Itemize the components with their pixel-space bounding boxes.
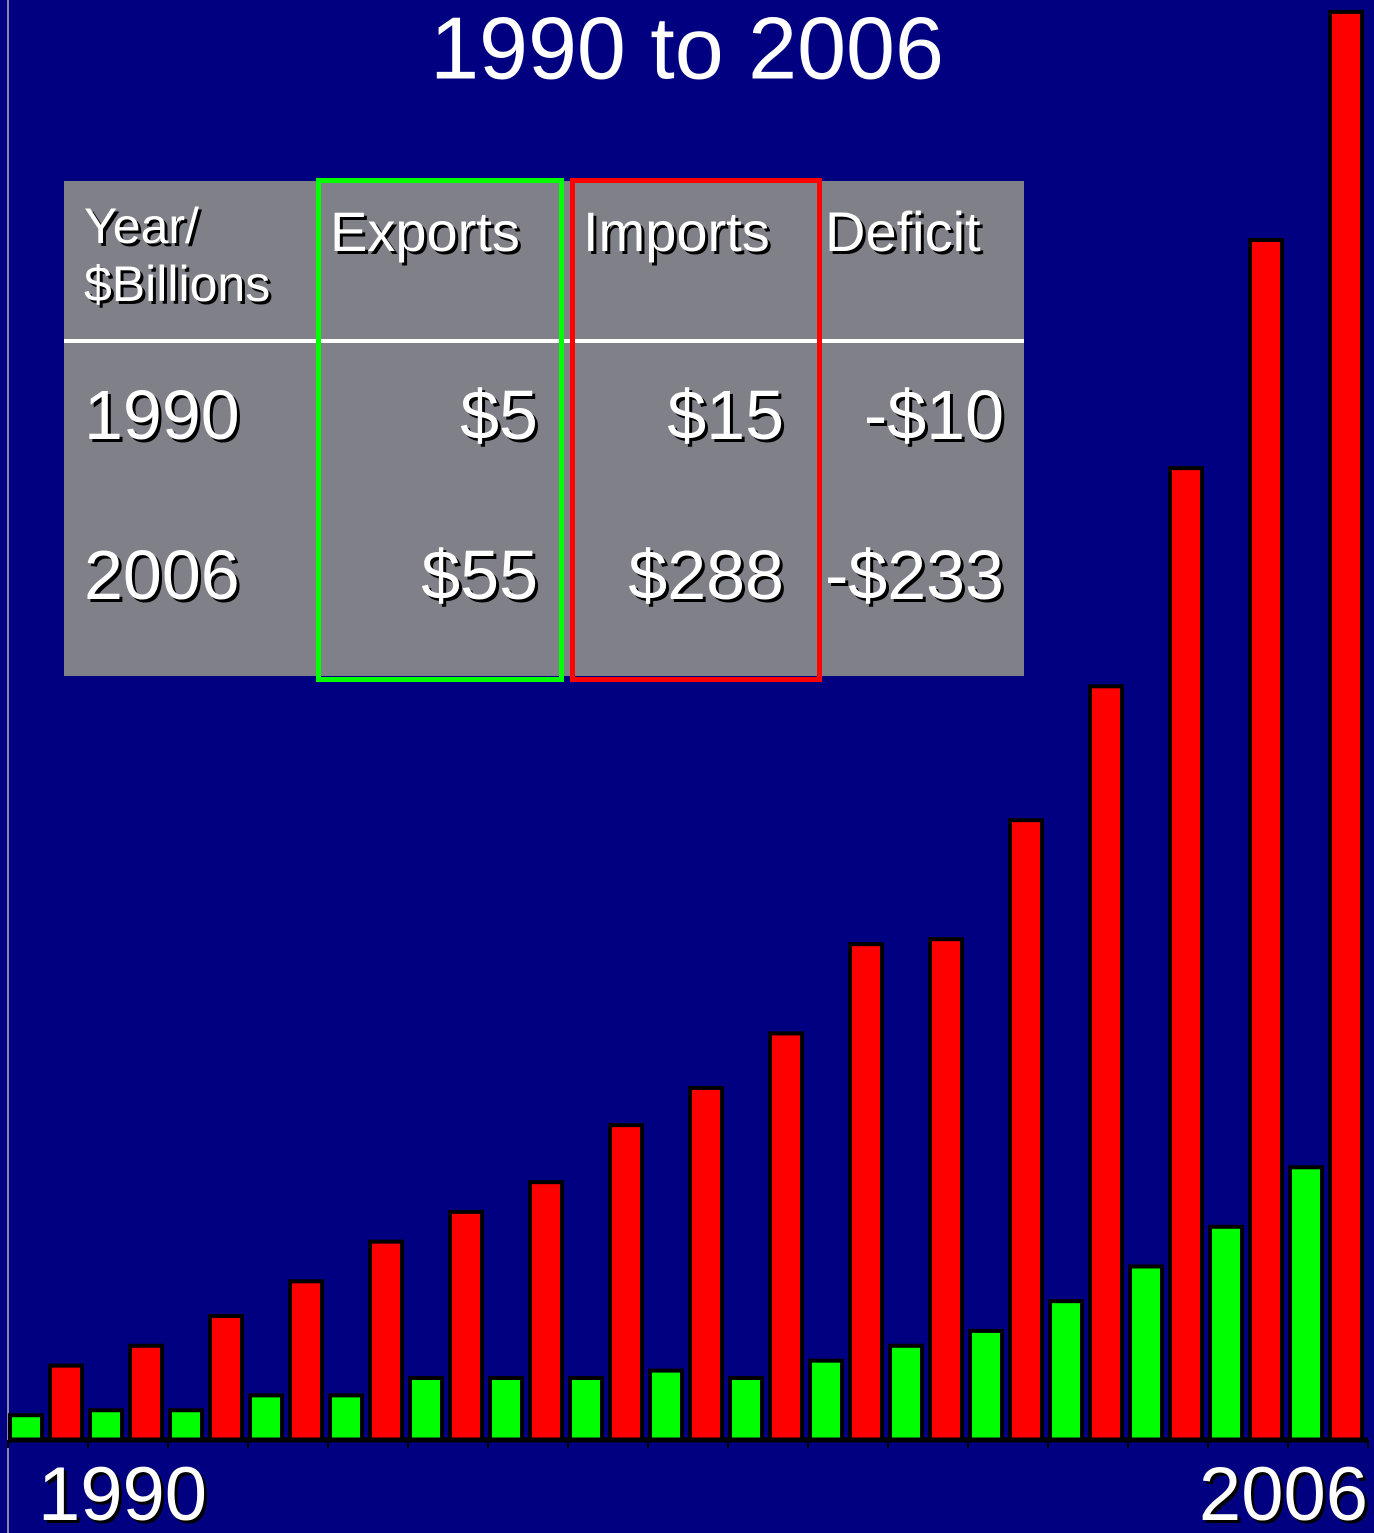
- bar: [808, 1358, 844, 1443]
- table-cell: $55: [421, 536, 538, 614]
- table-cell: $5: [460, 376, 538, 454]
- header-cell: Year/ $Billions: [84, 198, 271, 312]
- bar: [568, 1376, 604, 1442]
- bar: [88, 1408, 124, 1443]
- imports-box: [570, 178, 822, 682]
- bar: [368, 1239, 404, 1442]
- header-rule: [64, 339, 1024, 343]
- bar: [8, 1413, 44, 1443]
- bar: [608, 1123, 644, 1442]
- exports-box: [316, 178, 564, 682]
- bar: [688, 1085, 724, 1443]
- bar: [528, 1180, 564, 1442]
- bar: [928, 937, 964, 1442]
- bar: [848, 942, 884, 1442]
- header-cell: Exports: [330, 200, 520, 263]
- table-cell: -$233: [824, 536, 1004, 614]
- bar: [128, 1343, 164, 1443]
- bar: [1328, 9, 1364, 1443]
- table-cell: 1990: [84, 376, 240, 454]
- bar: [328, 1393, 364, 1443]
- table-bg: [64, 181, 1024, 676]
- bar: [1128, 1264, 1164, 1442]
- bar: [1168, 466, 1204, 1442]
- bar: [648, 1368, 684, 1443]
- bar: [248, 1393, 284, 1443]
- bar: [1288, 1165, 1324, 1443]
- bar: [208, 1314, 244, 1442]
- table-cell: -$10: [863, 376, 1004, 454]
- bar: [488, 1376, 524, 1442]
- table-cell: 2006: [84, 536, 240, 614]
- bar: [968, 1328, 1004, 1443]
- bar: [288, 1279, 324, 1442]
- bar: [1088, 684, 1124, 1442]
- chart-title: 1990 to 2006: [430, 0, 944, 97]
- bar: [728, 1376, 764, 1442]
- bar: [768, 1031, 804, 1442]
- bar: [48, 1363, 84, 1443]
- x-tick-label: 2006: [1199, 1452, 1368, 1533]
- bar: [888, 1343, 924, 1443]
- bar: [408, 1376, 444, 1442]
- bar: [1008, 818, 1044, 1442]
- bar: [1048, 1299, 1084, 1442]
- x-tick-label: 1990: [38, 1452, 207, 1533]
- bar: [168, 1408, 204, 1443]
- header-cell: Deficit: [825, 200, 981, 263]
- bar: [1248, 238, 1284, 1442]
- table-cell: $15: [667, 376, 784, 454]
- bar: [1208, 1224, 1244, 1442]
- header-cell: Imports: [583, 200, 770, 263]
- bar: [448, 1209, 484, 1442]
- table-cell: $288: [628, 536, 784, 614]
